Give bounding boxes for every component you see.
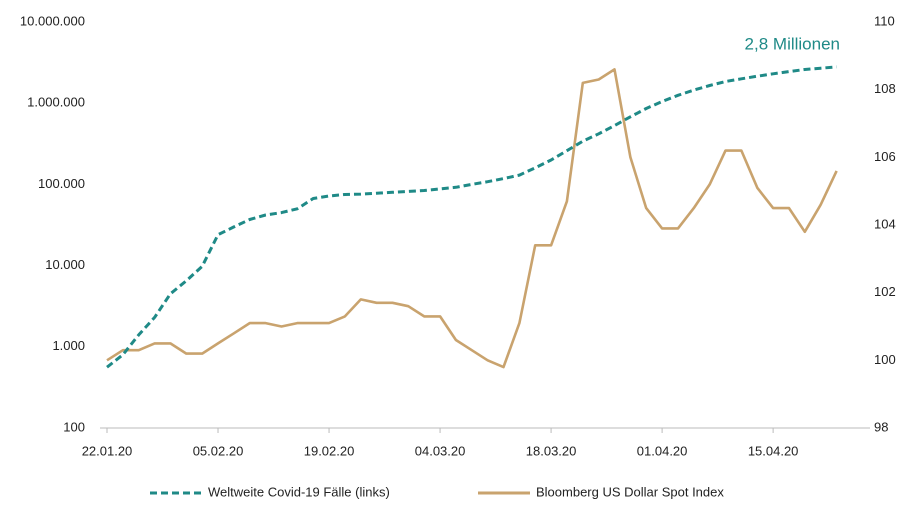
y-tick-label: 1.000.000 [27, 95, 85, 110]
y2-tick-label: 106 [874, 149, 896, 164]
legend-label: Weltweite Covid-19 Fälle (links) [208, 484, 390, 499]
y2-tick-label: 98 [874, 419, 888, 434]
x-tick-label: 05.02.20 [193, 443, 244, 458]
series-line [106, 68, 838, 369]
y-tick-label: 100 [63, 419, 85, 434]
annotation: 2,8 Millionen [745, 34, 840, 53]
x-tick-label: 18.03.20 [526, 443, 577, 458]
y2-tick-label: 104 [874, 216, 896, 231]
x-tick-label: 01.04.20 [637, 443, 688, 458]
series-line [106, 65, 837, 369]
y2-tick-label: 100 [874, 352, 896, 367]
x-tick-label: 19.02.20 [304, 443, 355, 458]
y-tick-label: 10.000.000 [20, 13, 85, 28]
y-tick-label: 1.000 [52, 338, 85, 353]
x-tick-label: 22.01.20 [82, 443, 133, 458]
y2-tick-label: 110 [874, 13, 895, 28]
y2-tick-label: 102 [874, 284, 896, 299]
x-tick-label: 04.03.20 [415, 443, 466, 458]
legend-label: Bloomberg US Dollar Spot Index [536, 484, 724, 499]
y2-tick-label: 108 [874, 81, 896, 96]
x-tick-label: 15.04.20 [748, 443, 799, 458]
y-tick-label: 100.000 [38, 176, 85, 191]
y-tick-label: 10.000 [45, 257, 85, 272]
